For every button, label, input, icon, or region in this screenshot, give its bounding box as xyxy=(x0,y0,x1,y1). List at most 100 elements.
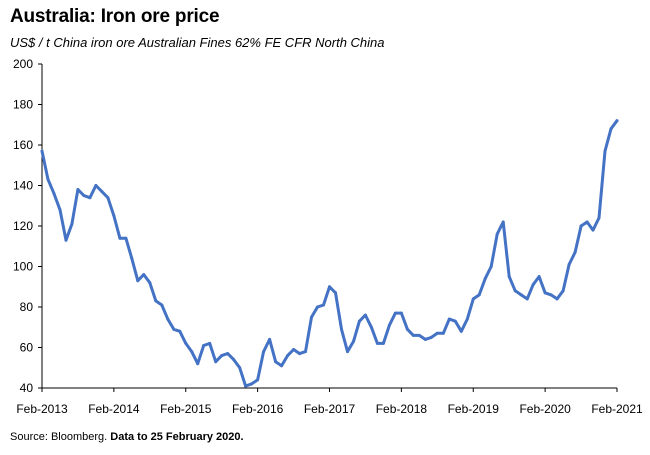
data-point xyxy=(489,265,493,268)
data-point xyxy=(190,350,194,354)
data-point xyxy=(399,311,403,315)
data-point xyxy=(441,331,445,335)
data-point xyxy=(453,319,457,323)
x-axis: Feb-2013 Feb-2014 Feb-2015 Feb-2016 Feb-2017… xyxy=(16,387,643,416)
data-point xyxy=(58,208,62,212)
data-point xyxy=(70,222,74,226)
data-point xyxy=(561,289,565,293)
data-point xyxy=(100,190,104,194)
x-tick-label: Feb-2015 xyxy=(160,402,212,416)
data-date-note: Data to 25 February 2020. xyxy=(110,431,244,443)
data-point xyxy=(46,177,50,181)
data-point xyxy=(280,364,284,368)
data-point xyxy=(615,119,619,123)
data-point xyxy=(429,335,433,339)
y-tick-label: 40 xyxy=(20,381,34,395)
x-tick-label: Feb-2017 xyxy=(304,402,356,416)
data-point xyxy=(292,348,296,351)
y-tick-label: 80 xyxy=(20,300,34,314)
data-point xyxy=(363,313,367,317)
data-point xyxy=(118,236,122,240)
data-point xyxy=(405,327,409,331)
data-point xyxy=(573,250,577,254)
y-tick-label: 100 xyxy=(13,260,33,274)
data-point xyxy=(262,350,266,354)
x-tick-label: Feb-2014 xyxy=(88,402,140,416)
data-point xyxy=(88,196,92,200)
plot-area xyxy=(40,119,619,388)
data-point xyxy=(268,337,272,341)
data-point xyxy=(537,275,541,279)
data-point xyxy=(346,350,349,354)
data-point xyxy=(226,352,230,356)
data-point xyxy=(196,362,200,366)
data-point xyxy=(531,283,535,287)
data-point xyxy=(567,263,571,266)
data-point xyxy=(501,220,505,224)
data-point xyxy=(609,127,613,131)
page-title: Australia: Iron ore price xyxy=(10,6,220,27)
y-tick-label: 60 xyxy=(20,341,34,355)
data-point xyxy=(411,333,415,337)
data-point xyxy=(459,329,463,333)
data-point xyxy=(322,303,325,307)
data-point xyxy=(202,344,206,347)
y-axis: 40 60 80 100 120 140 160 180 200 xyxy=(13,57,43,395)
data-point xyxy=(591,228,595,232)
data-point xyxy=(555,297,559,301)
data-point xyxy=(603,149,607,153)
data-point xyxy=(82,194,86,198)
data-point xyxy=(310,315,313,319)
source-label: Source: Bloomberg. xyxy=(10,431,108,443)
data-point xyxy=(76,188,80,191)
chart-subtitle: US$ / t China iron ore Australian Fines … xyxy=(10,35,385,50)
data-point xyxy=(208,341,212,345)
x-tick-label: Feb-2016 xyxy=(232,402,284,416)
data-point xyxy=(286,354,290,358)
data-point xyxy=(130,256,134,260)
x-tick-label: Feb-2020 xyxy=(519,402,571,416)
y-tick-label: 200 xyxy=(13,57,33,71)
data-point xyxy=(549,293,553,297)
data-point xyxy=(579,224,583,228)
data-point xyxy=(483,277,487,281)
data-point xyxy=(316,305,319,309)
data-point xyxy=(334,291,337,295)
data-point xyxy=(40,149,44,153)
x-tick-label: Feb-2013 xyxy=(16,402,68,416)
x-tick-label: Feb-2021 xyxy=(591,402,643,416)
data-point xyxy=(52,192,56,196)
data-point xyxy=(495,232,499,236)
data-point xyxy=(585,220,589,224)
data-point xyxy=(381,341,385,345)
data-point xyxy=(172,327,176,331)
data-point xyxy=(250,382,254,386)
data-point xyxy=(543,291,547,295)
x-tick-label: Feb-2018 xyxy=(376,402,428,416)
data-point xyxy=(423,337,427,341)
y-tick-label: 180 xyxy=(13,98,33,112)
data-point xyxy=(142,273,146,277)
data-point xyxy=(232,358,236,362)
data-point xyxy=(214,360,218,364)
data-point xyxy=(220,354,224,358)
data-point xyxy=(256,378,260,382)
data-point xyxy=(64,238,68,242)
y-tick-label: 140 xyxy=(13,179,33,193)
data-point xyxy=(477,293,481,297)
data-point xyxy=(106,196,110,200)
data-point xyxy=(597,216,601,220)
data-point xyxy=(465,317,469,321)
data-point xyxy=(340,327,343,331)
data-point xyxy=(352,339,355,343)
data-point xyxy=(160,303,164,307)
y-tick-label: 160 xyxy=(13,138,33,152)
y-tick-label: 120 xyxy=(13,219,33,233)
data-point xyxy=(244,384,248,388)
data-point xyxy=(435,331,439,335)
data-point xyxy=(417,333,421,337)
data-point xyxy=(447,317,451,321)
data-point xyxy=(525,297,529,301)
data-point xyxy=(94,184,98,187)
